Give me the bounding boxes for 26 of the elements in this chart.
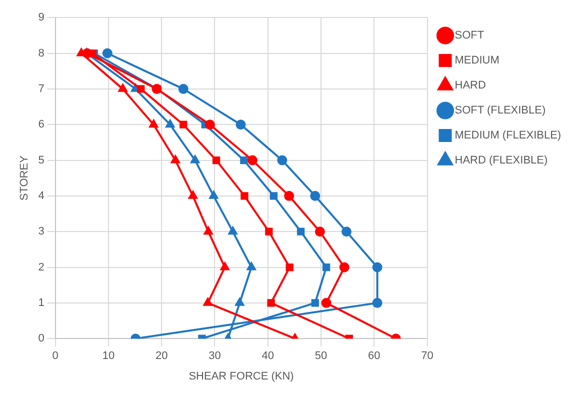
- x-axis-title: SHEAR FORCE (KN): [188, 370, 294, 382]
- y-tick-label: 3: [38, 226, 44, 238]
- legend-label: HARD: [454, 80, 486, 92]
- y-tick-label: 7: [38, 82, 44, 95]
- x-tick-label: 0: [52, 350, 58, 362]
- y-tick-label: 6: [38, 118, 44, 131]
- legend-label: SOFT: [454, 30, 484, 42]
- x-tick-label: 50: [314, 350, 328, 362]
- legend-label: SOFT (FLEXIBLE): [454, 104, 546, 117]
- y-tick-label: 0: [38, 332, 44, 345]
- y-tick-label: 4: [38, 190, 44, 202]
- y-tick-label: 8: [38, 47, 44, 60]
- y-tick-label: 2: [38, 261, 44, 274]
- x-tick-label: 20: [155, 350, 168, 362]
- x-tick-label: 70: [421, 350, 434, 362]
- legend-label: MEDIUM: [454, 54, 500, 67]
- x-tick-label: 60: [368, 350, 380, 362]
- x-tick-label: 30: [208, 350, 221, 362]
- legend-label: HARD (FLEXIBLE): [454, 154, 548, 167]
- y-axis-title: STOREY: [18, 154, 31, 201]
- y-tick-label: 1: [38, 296, 44, 309]
- legend-label: MEDIUM (FLEXIBLE): [454, 130, 562, 142]
- y-tick-label: 5: [38, 154, 44, 166]
- x-tick-label: 10: [102, 350, 115, 362]
- x-tick-label: 40: [262, 350, 274, 362]
- y-tick-label: 9: [38, 12, 44, 24]
